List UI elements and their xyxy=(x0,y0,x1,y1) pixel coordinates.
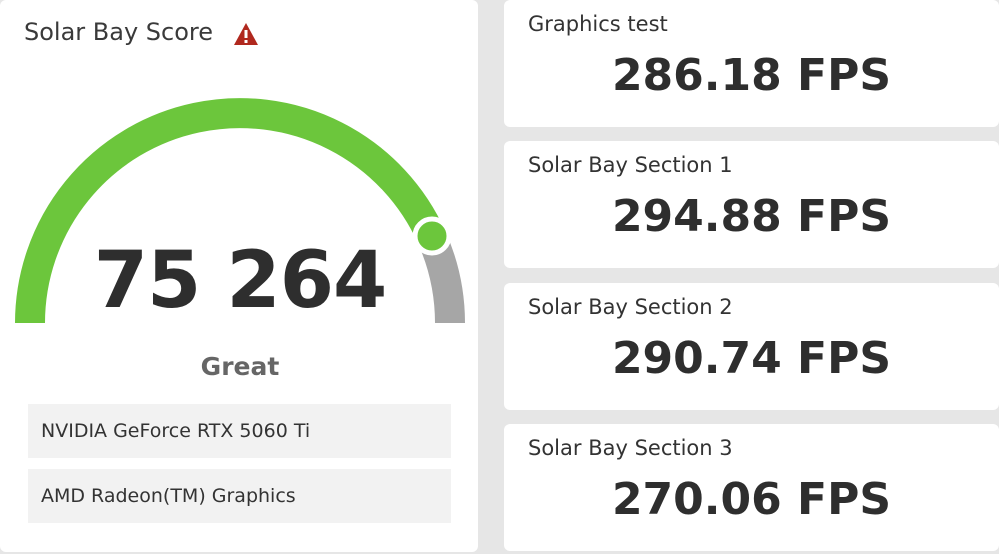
device: NVIDIA GeForce RTX 5060 Ti xyxy=(28,404,451,458)
result-card: Graphics test 286.18 FPS xyxy=(504,0,999,127)
gauge xyxy=(15,98,465,324)
rating: Great xyxy=(200,352,280,381)
result-card: Solar Bay Section 2 290.74 FPS xyxy=(504,283,999,410)
warning-icon[interactable] xyxy=(233,22,259,46)
result-label: Solar Bay Section 2 xyxy=(528,295,733,319)
result-value: 286.18 FPS xyxy=(611,50,892,101)
result-card: Solar Bay Section 3 270.06 FPS xyxy=(504,424,999,551)
score-panel: Solar Bay Score 75 264 Great NVIDIA GeFo… xyxy=(0,0,478,552)
score: 75 264 xyxy=(93,236,388,326)
result-value: 294.88 FPS xyxy=(611,191,892,242)
gauge-knob xyxy=(412,216,452,256)
result-value: 290.74 FPS xyxy=(611,333,892,384)
gauge-fill xyxy=(15,98,446,324)
result-label: Graphics test xyxy=(528,12,668,36)
result-label: Solar Bay Section 3 xyxy=(528,436,733,460)
result-label: Solar Bay Section 1 xyxy=(528,153,733,177)
result-value: 270.06 FPS xyxy=(611,474,892,525)
panel-title: Solar Bay Score xyxy=(24,18,214,46)
device: AMD Radeon(TM) Graphics xyxy=(28,469,451,523)
result-card: Solar Bay Section 1 294.88 FPS xyxy=(504,141,999,268)
